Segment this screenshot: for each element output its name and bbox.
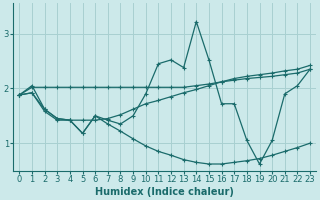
X-axis label: Humidex (Indice chaleur): Humidex (Indice chaleur) xyxy=(95,187,234,197)
